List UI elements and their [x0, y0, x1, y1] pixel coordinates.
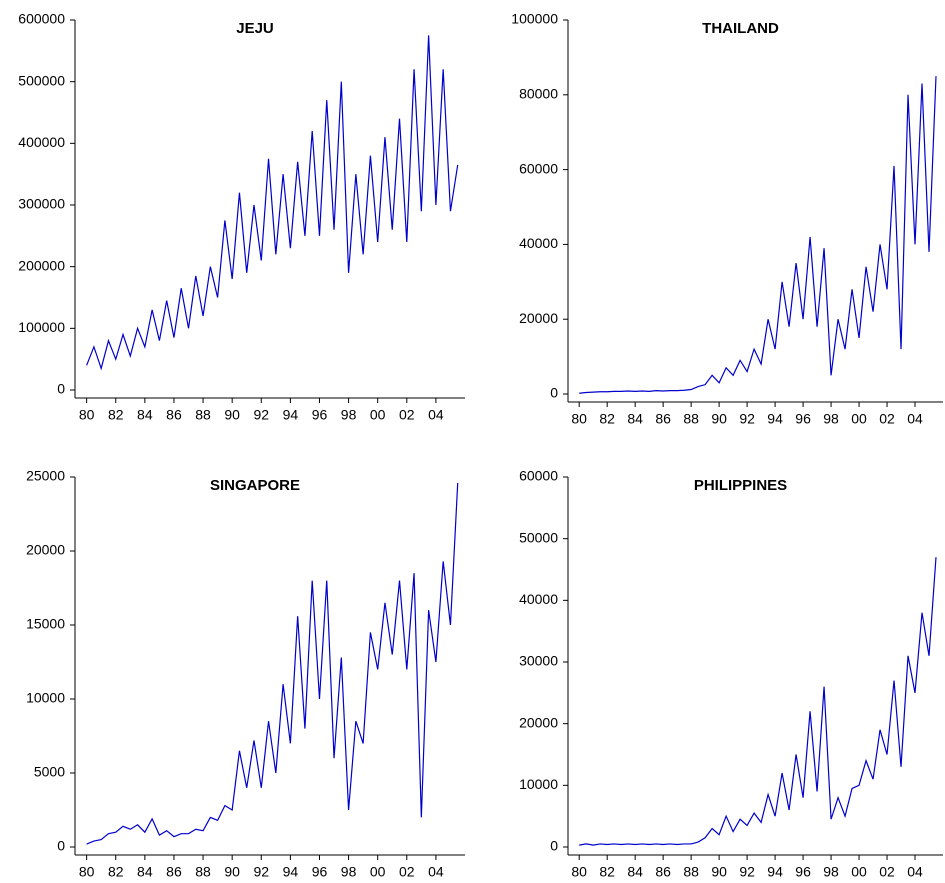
x-tick-label: 86 [655, 411, 671, 427]
y-tick-label: 20000 [519, 714, 558, 730]
x-tick-label: 90 [224, 407, 240, 423]
y-tick-label: 15000 [26, 616, 65, 632]
x-tick-label: 86 [166, 407, 182, 423]
x-tick-label: 80 [79, 864, 95, 880]
y-tick-label: 10000 [519, 776, 558, 792]
x-tick-label: 84 [137, 864, 153, 880]
y-tick-label: 50000 [519, 529, 558, 545]
x-tick-label: 04 [428, 864, 444, 880]
y-tick-label: 40000 [519, 591, 558, 607]
y-tick-label: 10000 [26, 690, 65, 706]
x-tick-label: 82 [599, 864, 615, 880]
y-tick-label: 0 [57, 381, 65, 397]
y-tick-label: 40000 [519, 235, 558, 251]
x-tick-label: 98 [823, 864, 839, 880]
x-tick-label: 02 [879, 411, 895, 427]
y-tick-label: 60000 [519, 468, 558, 484]
x-tick-label: 92 [739, 411, 755, 427]
x-tick-label: 84 [137, 407, 153, 423]
x-tick-label: 04 [907, 411, 923, 427]
x-tick-label: 02 [399, 864, 415, 880]
y-tick-label: 30000 [519, 653, 558, 669]
data-line [86, 35, 459, 371]
y-tick-label: 0 [550, 385, 558, 401]
x-tick-label: 80 [79, 407, 95, 423]
x-tick-label: 94 [283, 864, 299, 880]
x-tick-label: 00 [370, 407, 386, 423]
x-tick-label: 90 [224, 864, 240, 880]
x-tick-label: 90 [711, 864, 727, 880]
y-tick-label: 400000 [18, 134, 65, 150]
data-line [86, 482, 459, 845]
x-tick-label: 04 [907, 864, 923, 880]
x-tick-label: 90 [711, 411, 727, 427]
x-tick-label: 04 [428, 407, 444, 423]
y-tick-label: 300000 [18, 196, 65, 212]
x-tick-label: 92 [253, 407, 269, 423]
y-tick-label: 100000 [18, 319, 65, 335]
x-tick-label: 88 [683, 864, 699, 880]
y-tick-label: 600000 [18, 11, 65, 27]
x-tick-label: 84 [627, 864, 643, 880]
x-tick-label: 96 [312, 407, 328, 423]
x-tick-label: 88 [195, 864, 211, 880]
y-tick-label: 25000 [26, 468, 65, 484]
x-tick-label: 00 [851, 411, 867, 427]
x-tick-label: 94 [283, 407, 299, 423]
x-tick-label: 80 [571, 411, 587, 427]
x-tick-label: 80 [571, 864, 587, 880]
x-tick-label: 86 [655, 864, 671, 880]
x-tick-label: 92 [739, 864, 755, 880]
x-tick-label: 98 [823, 411, 839, 427]
y-tick-label: 20000 [519, 310, 558, 326]
y-tick-label: 60000 [519, 160, 558, 176]
x-tick-label: 96 [795, 411, 811, 427]
x-tick-label: 92 [253, 864, 269, 880]
y-tick-label: 0 [550, 838, 558, 854]
x-tick-label: 88 [683, 411, 699, 427]
x-tick-label: 98 [341, 407, 357, 423]
y-tick-label: 100000 [511, 11, 558, 27]
chart-title: JEJU [236, 20, 274, 37]
y-tick-label: 80000 [519, 86, 558, 102]
data-line [579, 76, 937, 394]
x-tick-label: 84 [627, 411, 643, 427]
x-tick-label: 02 [879, 864, 895, 880]
y-tick-label: 0 [57, 838, 65, 854]
y-tick-label: 200000 [18, 257, 65, 273]
x-tick-label: 02 [399, 407, 415, 423]
y-tick-label: 20000 [26, 542, 65, 558]
x-tick-label: 88 [195, 407, 211, 423]
chart-title: THAILAND [702, 20, 779, 37]
y-tick-label: 500000 [18, 72, 65, 88]
x-tick-label: 96 [312, 864, 328, 880]
y-tick-label: 5000 [34, 764, 65, 780]
x-tick-label: 82 [108, 864, 124, 880]
chart-title: SINGAPORE [210, 477, 300, 494]
x-tick-label: 94 [767, 411, 783, 427]
x-tick-label: 00 [851, 864, 867, 880]
x-tick-label: 94 [767, 864, 783, 880]
x-tick-label: 98 [341, 864, 357, 880]
chart-title: PHILIPPINES [694, 477, 787, 494]
x-tick-label: 00 [370, 864, 386, 880]
data-line [579, 557, 937, 846]
x-tick-label: 96 [795, 864, 811, 880]
x-tick-label: 82 [108, 407, 124, 423]
x-tick-label: 82 [599, 411, 615, 427]
x-tick-label: 86 [166, 864, 182, 880]
